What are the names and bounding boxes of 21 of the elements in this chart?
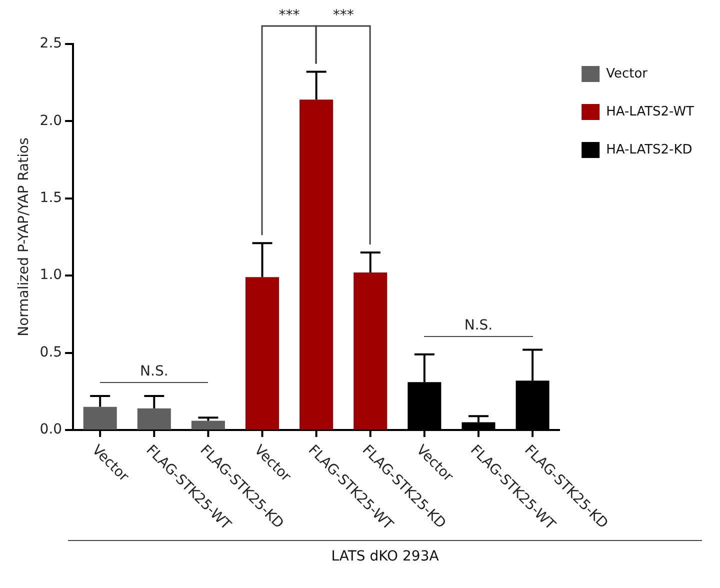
annotation: N.S.	[140, 364, 168, 380]
y-tick-label: 1.0	[40, 267, 62, 284]
bar	[191, 420, 225, 430]
bar	[83, 406, 117, 430]
y-tick-label: 0.5	[40, 344, 62, 360]
y-tick-label: 0.0	[40, 422, 62, 438]
y-tick-label: 2.5	[40, 36, 62, 52]
annotation: N.S.	[464, 317, 493, 334]
legend-label: HA-LATS2-KD	[606, 142, 692, 158]
bar	[246, 277, 280, 430]
y-tick-label: 2.0	[40, 112, 62, 129]
bar	[354, 272, 388, 430]
legend-label: Vector	[606, 66, 648, 82]
x-axis-title: LATS dKO 293A	[331, 548, 440, 565]
bar	[300, 100, 334, 430]
legend-label: HA-LATS2-WT	[606, 104, 694, 120]
bar	[137, 408, 171, 430]
text: ***	[332, 8, 354, 24]
y-tick-label: 1.5	[40, 190, 62, 206]
text: ***	[278, 8, 300, 24]
y-axis-title: Normalized P-YAP/YAP Ratios	[16, 138, 32, 336]
